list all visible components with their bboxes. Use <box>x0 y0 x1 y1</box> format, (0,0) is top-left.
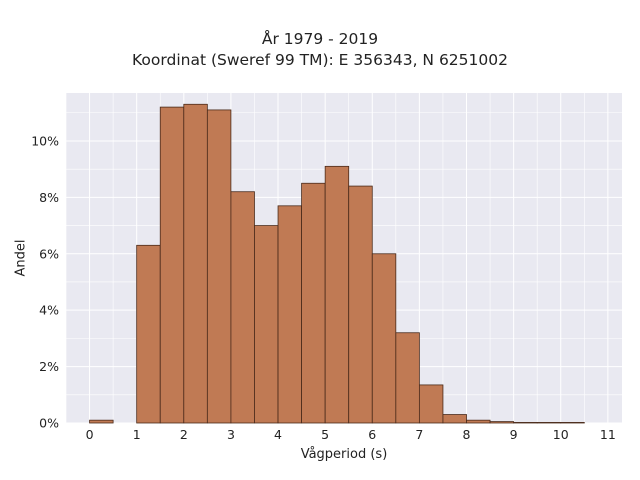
histogram-bar <box>89 419 114 424</box>
x-tick-label: 8 <box>463 427 471 442</box>
histogram-bar <box>418 384 444 424</box>
x-axis-ticks: 0 1 2 3 4 5 6 7 8 9 10 11 <box>86 427 616 442</box>
histogram-bar <box>159 106 185 424</box>
x-tick-label: 4 <box>274 427 282 442</box>
bars <box>89 103 585 424</box>
histogram-bar <box>513 422 538 424</box>
histogram-bar <box>489 421 515 424</box>
histogram-bar <box>230 191 255 424</box>
x-tick-label: 11 <box>600 427 616 442</box>
histogram-bar <box>183 103 208 424</box>
y-axis-label: Andel <box>13 239 29 277</box>
histogram-bar <box>136 244 161 424</box>
histogram-bar <box>395 332 420 424</box>
histogram-bar <box>442 414 467 424</box>
y-tick-label: 2% <box>39 359 59 374</box>
histogram-bar <box>560 422 585 424</box>
x-tick-label: 3 <box>227 427 235 442</box>
histogram-bar <box>371 253 397 424</box>
histogram-bar <box>301 182 326 424</box>
histogram-bar <box>277 205 302 424</box>
x-tick-label: 5 <box>321 427 329 442</box>
chart-subtitle: Koordinat (Sweref 99 TM): E 356343, N 62… <box>132 51 508 69</box>
x-tick-label: 2 <box>180 427 188 442</box>
x-tick-label: 0 <box>86 427 94 442</box>
histogram-bar <box>466 419 491 424</box>
y-tick-label: 4% <box>39 303 59 318</box>
y-axis-ticks: 0% 2% 4% 6% 8% 10% <box>31 133 59 430</box>
y-tick-label: 6% <box>39 246 59 261</box>
histogram-bar <box>206 109 232 424</box>
x-tick-label: 10 <box>553 427 569 442</box>
y-tick-label: 10% <box>31 133 59 148</box>
x-axis-label: Vågperiod (s) <box>300 447 388 462</box>
x-tick-label: 7 <box>415 427 423 442</box>
x-tick-label: 6 <box>368 427 376 442</box>
y-tick-label: 0% <box>39 416 59 431</box>
histogram-bar <box>536 422 562 424</box>
y-tick-label: 8% <box>39 190 59 205</box>
histogram-bar <box>324 165 350 424</box>
x-tick-label: 1 <box>133 427 141 442</box>
chart-title: År 1979 - 2019 <box>261 30 379 48</box>
histogram-bar <box>348 185 373 424</box>
x-tick-label: 9 <box>510 427 518 442</box>
histogram-bar <box>254 225 279 424</box>
